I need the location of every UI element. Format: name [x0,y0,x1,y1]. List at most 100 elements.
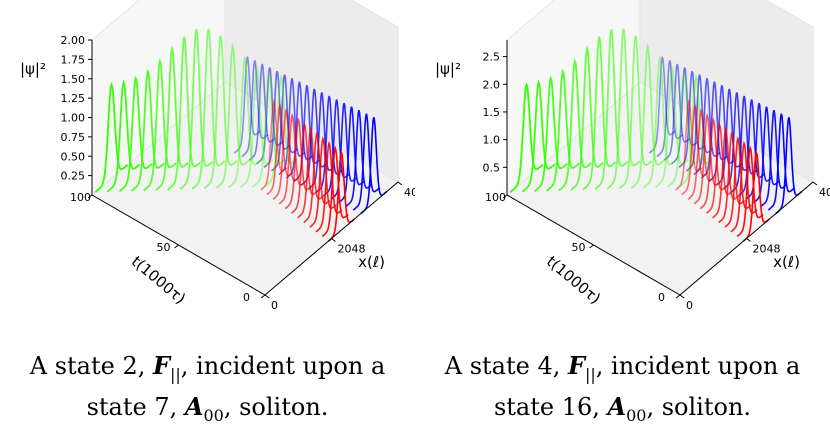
blue-soliton-slice [752,106,780,204]
z-tick-label: 1.25 [61,92,86,105]
green-soliton-slice [118,75,153,193]
right-wall-pane [639,0,814,183]
blue-soliton-slice [767,113,795,211]
t-tick-label: 100 [485,191,506,204]
green-soliton-slice [155,45,189,191]
red-soliton-slice [681,103,709,196]
blue-soliton-slice [715,88,743,186]
green-soliton-slice [509,81,544,193]
green-soliton-slice [655,64,689,188]
green-soliton-slice [106,79,141,193]
t-tick [87,194,93,199]
t-axis-label: t(1000τ) [543,252,604,307]
x-tick-label: 4096 [819,186,830,199]
green-soliton-slice [594,29,629,190]
green-soliton-slice [227,54,262,189]
blue-soliton-slice [337,106,365,204]
red-soliton-slice [278,112,306,205]
red-soliton-slice [718,131,746,224]
caption-right: A state 4, F||, incident upon a state 16… [444,351,801,425]
green-soliton-slice [94,81,129,193]
t-tick [502,194,508,199]
t-tick-label: 50 [572,241,586,254]
x-tick [331,238,336,242]
x-tick-label: 0 [686,299,693,312]
z-tick-label: 1.50 [61,73,86,86]
red-soliton-slice [303,131,331,224]
red-soliton-slice [693,112,721,205]
red-soliton-slice [699,117,727,210]
red-soliton-slice [705,122,733,214]
t-tick [260,294,266,299]
t-tick [675,294,681,299]
green-soliton-slice [545,68,580,192]
red-soliton-slice [730,140,758,233]
green-soliton-slice [191,28,226,190]
red-soliton-slice [724,136,752,228]
red-soliton-slice [675,98,703,191]
red-soliton-slice [297,126,325,219]
green-soliton-slice [606,28,641,190]
green-soliton-slice [630,42,665,189]
z-tick-label: 2.00 [61,34,86,47]
blue-soliton-slice [352,113,380,211]
x-tick-label: 4096 [404,186,415,199]
caption-left: A state 2, F||, incident upon a state 7,… [29,351,386,425]
green-soliton-slice [679,74,713,188]
x-tick [746,238,751,242]
z-axis-label: |ψ|² [20,60,46,78]
waterfall-plot-left: 0 2048 4096 0 50 100 0.25 0.50 0.75 1.00 1.25 1.50 1… [20,0,415,312]
green-soliton-slice [179,29,214,190]
green-soliton-slice [130,68,165,192]
t-tick-label: 0 [243,291,250,304]
t-tick [174,244,179,249]
blue-soliton-slice [345,109,373,208]
z-tick-label: 1.75 [61,53,86,66]
green-soliton-slice [521,79,556,193]
x-tick-label: 2048 [753,243,781,256]
green-soliton-slice [642,54,677,189]
red-soliton-slice [266,103,294,196]
z-tick-label: 0.5 [483,161,501,174]
red-soliton-slice [321,145,349,238]
z-tick-label: 0.50 [61,150,86,163]
blue-soliton-slice [648,56,676,154]
chart-panel-right: 0 2048 4096 0 50 100 0.5 1.0 1.5 2.0 2.5 x(ℓ) t(1000… [415,0,830,434]
right-wall-pane [224,0,399,183]
chart-panel-left: 0 2048 4096 0 50 100 0.25 0.50 0.75 1.00 1.25 1.50 1… [20,0,415,425]
blue-soliton-slice [241,60,269,158]
blue-soliton-slice [300,88,328,186]
green-soliton-slice [203,35,238,190]
z-tick-label: 1.5 [483,106,501,119]
red-soliton-slice [687,108,715,200]
red-soliton-slice [736,145,764,238]
z-tick-label: 1.00 [61,112,86,125]
red-soliton-slice [315,140,343,233]
plot-panes [91,0,399,296]
blue-soliton-slice [760,109,788,208]
x-tick [812,181,818,186]
t-tick-label: 50 [157,241,171,254]
waterfall-plot-right: 0 2048 4096 0 50 100 0.5 1.0 1.5 2.0 2.5 x(ℓ) t(1000… [435,0,830,312]
red-soliton-slice [290,122,318,214]
green-soliton-slice [215,42,250,189]
blue-soliton-slice [330,102,358,201]
z-tick-label: 0.25 [61,170,86,183]
blue-soliton-slice [656,60,684,158]
green-soliton-slice [143,57,177,192]
green-soliton-slice [558,57,592,192]
green-soliton-slice [264,74,298,188]
z-tick-label: 1.0 [483,134,501,147]
green-soliton-slice [570,45,604,191]
red-soliton-slice [284,117,312,210]
x-tick [397,181,403,186]
green-soliton-slice [618,35,653,190]
green-soliton-slice [582,36,616,191]
x-tick [264,294,270,299]
blue-soliton-slice [745,102,773,201]
x-axis-label: x(ℓ) [773,253,800,271]
green-soliton-slice [240,64,274,188]
x-tick-label: 0 [271,299,278,312]
z-tick-label: 2.0 [483,78,501,91]
z-tick-label: 2.5 [483,51,501,64]
